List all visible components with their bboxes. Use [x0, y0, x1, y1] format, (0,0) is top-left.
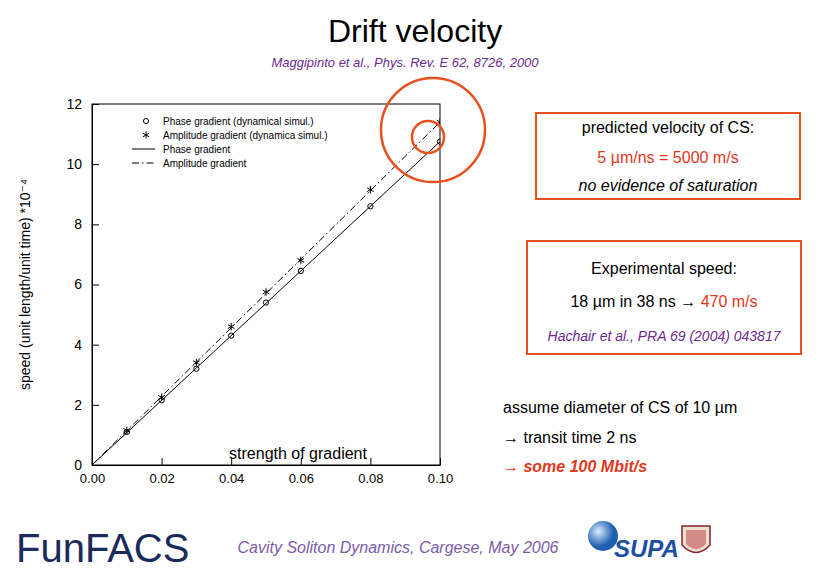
y-tick: 2: [74, 397, 99, 413]
legend-line: [132, 149, 155, 150]
data-point: [298, 257, 305, 265]
x-tick-label: 0.08: [358, 471, 383, 486]
y-tick-label: 8: [74, 216, 82, 232]
slide-title: Drift velocity: [328, 13, 502, 49]
y-tick: 8: [74, 216, 99, 232]
annotation-text: 5 µm/ns = 5000 m/s: [597, 149, 738, 166]
y-tick-label: 12: [66, 96, 82, 112]
footer-crest: [682, 526, 710, 553]
y-tick-mark: [92, 345, 99, 346]
data-point: [263, 288, 270, 296]
annotation-text: assume diameter of CS of 10 µm: [503, 399, 737, 416]
legend-label: Phase gradient (dynamical simul.): [163, 116, 314, 127]
x-axis: 0.00 0.02 0.04 0.06 0.08 0.10: [80, 458, 453, 486]
footer-crest-detail: [686, 530, 706, 549]
x-axis-line: [93, 465, 441, 466]
slide: Drift velocity Maggipinto et al., Phys. R…: [0, 0, 831, 576]
y-tick-label: 0: [74, 457, 82, 473]
annotation-text: Experimental speed:: [591, 260, 737, 277]
y-tick: 10: [66, 156, 99, 172]
x-tick-label: 0.10: [428, 471, 453, 486]
legend-entry: Amplitude gradient (dynamica simul.): [143, 130, 328, 141]
data-point: [228, 323, 235, 331]
series-line: [92, 122, 440, 465]
y-tick-mark: [92, 465, 99, 466]
y-tick-label: 6: [74, 276, 82, 292]
y-tick-mark: [92, 164, 99, 165]
y-tick-label: 4: [74, 337, 82, 353]
x-tick: 0.10: [428, 458, 453, 486]
y-tick-label: 2: [74, 397, 82, 413]
footer-logo: FunFACS: [16, 526, 189, 570]
y-tick-label: 10: [66, 156, 82, 172]
annotation-text: no evidence of saturation: [579, 177, 758, 194]
annotation-text: → some 100 Mbit/s: [503, 458, 647, 475]
legend-label: Phase gradient: [163, 144, 230, 155]
y-axis-title: speed (unit length/unit time) *10⁻⁴: [17, 179, 33, 390]
y-tick-mark: [92, 405, 99, 406]
legend-entry: Phase gradient (dynamical simul.): [143, 116, 313, 127]
legend-entry: Phase gradient: [132, 144, 230, 155]
highlight-circle: [381, 78, 485, 182]
footer-event: Cavity Soliton Dynamics, Cargese, May 20…: [237, 539, 558, 556]
x-tick: 0.06: [289, 458, 314, 486]
annotation-text: Hachair et al., PRA 69 (2004) 043817: [548, 328, 782, 344]
y-tick: 6: [74, 276, 99, 292]
y-tick: 0: [74, 457, 99, 473]
legend: Phase gradient (dynamical simul.) Amplitu…: [132, 116, 328, 169]
annotation-text: 18 µm in 38 ns → 470 m/s: [570, 293, 757, 310]
plot-marks: [92, 118, 440, 465]
x-tick-label: 0.00: [80, 471, 105, 486]
y-tick-mark: [92, 104, 99, 105]
y-tick-mark: [92, 285, 99, 286]
annotation-text-part: 18 µm in 38 ns →: [570, 293, 700, 310]
legend-entry: Amplitude gradient: [132, 158, 247, 169]
y-tick: 4: [74, 337, 99, 353]
annotation-text-part: 470 m/s: [701, 293, 758, 310]
annotation-text: → transit time 2 ns: [503, 429, 636, 446]
series-line: [92, 142, 440, 465]
annotation-box: [527, 241, 801, 354]
x-tick: 0.04: [219, 458, 244, 486]
legend-marker: [143, 118, 148, 123]
x-tick-label: 0.04: [219, 471, 244, 486]
y-tick-mark: [92, 224, 99, 225]
x-tick-mark: [162, 458, 163, 465]
legend-label: Amplitude gradient (dynamica simul.): [163, 130, 328, 141]
x-tick: 0.02: [149, 458, 174, 486]
annotation-text: predicted velocity of CS:: [582, 119, 755, 136]
x-tick: 0.08: [358, 458, 383, 486]
x-axis-title: strength of gradient: [229, 445, 367, 462]
x-tick-mark: [370, 458, 371, 465]
x-tick-label: 0.06: [289, 471, 314, 486]
x-tick-mark: [440, 458, 441, 465]
annotation-box: [536, 113, 800, 199]
y-axis: 0 2 4 6 8 10 12: [66, 96, 99, 473]
y-tick: 12: [66, 96, 99, 112]
slide-subtitle: Maggipinto et al., Phys. Rev. E 62, 8726…: [271, 55, 539, 70]
highlight-circle: [412, 121, 444, 153]
legend-marker: [143, 131, 149, 138]
legend-line: [132, 163, 155, 164]
x-tick-label: 0.02: [149, 471, 174, 486]
legend-label: Amplitude gradient: [163, 158, 247, 169]
footer-partner: SUPA: [614, 535, 679, 562]
